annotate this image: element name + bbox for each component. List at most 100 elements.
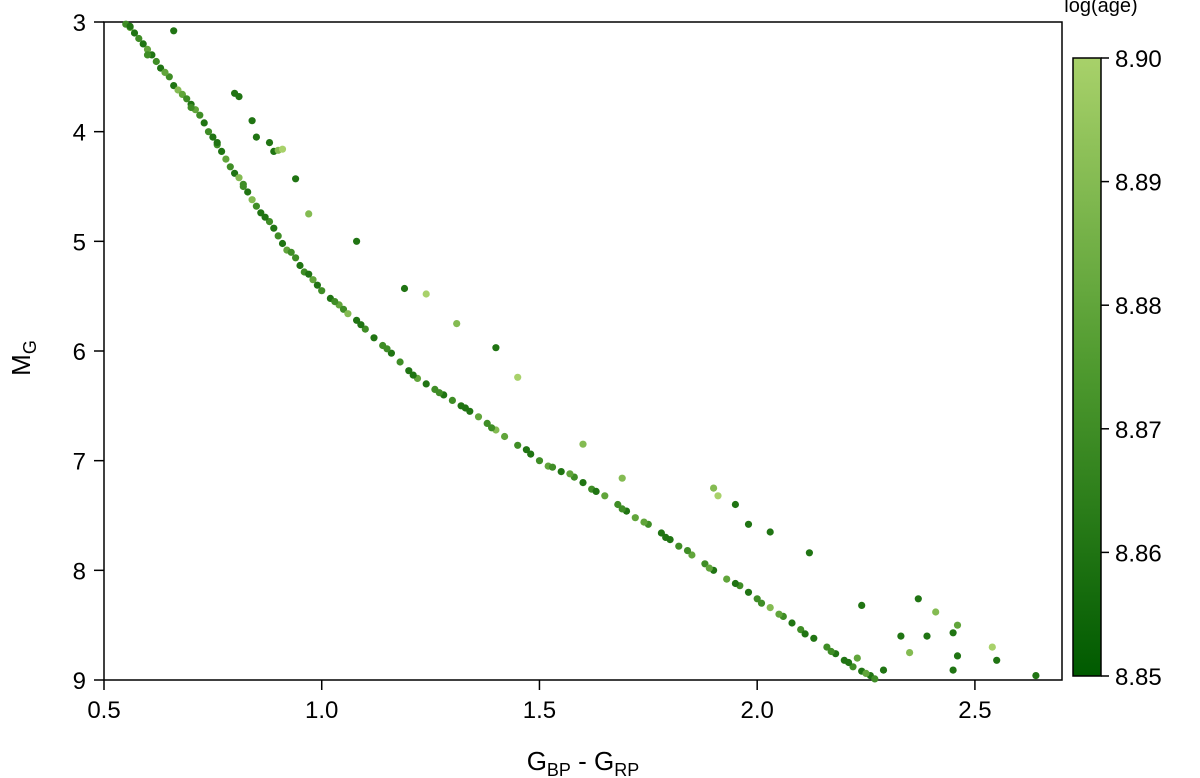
scatter-point (527, 450, 535, 458)
scatter-point (535, 457, 544, 465)
scatter-point (213, 139, 221, 147)
scatter-point (522, 446, 531, 454)
scatter-point (858, 601, 866, 610)
scatter-point (278, 145, 287, 153)
scatter-point (248, 196, 256, 204)
scatter-point (143, 45, 152, 54)
scatter-point (178, 90, 186, 98)
scatter-point (400, 284, 409, 293)
scatter-point (305, 270, 313, 278)
scatter-point (801, 630, 809, 638)
scatter-point (130, 29, 139, 37)
scatter-point (474, 413, 483, 421)
colorbar (1072, 57, 1102, 677)
scatter-point (292, 254, 300, 262)
scatter-point (723, 575, 731, 583)
x-axis-label: GBP - GRP (527, 746, 640, 778)
scatter-point (757, 599, 766, 607)
scatter-point (292, 175, 300, 183)
scatter-point (683, 547, 692, 555)
scatter-point (932, 608, 940, 616)
scatter-point (879, 666, 888, 674)
scatter-point (257, 209, 265, 217)
x-tick-label: 2.5 (958, 697, 991, 724)
scatter-point (435, 389, 443, 397)
scatter-point (688, 551, 696, 559)
scatter-point (849, 663, 857, 671)
scatter-point (135, 34, 143, 43)
scatter-point (731, 500, 740, 509)
scatter-point (422, 290, 430, 298)
scatter-point (218, 147, 226, 155)
colorbar-tick-label: 8.90 (1115, 46, 1162, 73)
scatter-point (805, 549, 814, 557)
scatter-point (270, 224, 278, 232)
scatter-point (871, 675, 879, 683)
scatter-point (618, 474, 626, 482)
scatter-point (766, 604, 774, 612)
scatter-point (514, 441, 522, 449)
scatter-point (614, 500, 622, 509)
scatter-point (409, 371, 417, 379)
scatter-point (766, 528, 774, 536)
scatter-point (906, 649, 914, 657)
scatter-point (361, 325, 369, 333)
scatter-point (344, 310, 352, 318)
scatter-point (662, 533, 670, 542)
scatter-point (139, 40, 147, 48)
scatter-point (296, 261, 304, 270)
scatter-point (514, 373, 522, 381)
scatter-point (845, 658, 853, 667)
scatter-point (710, 484, 718, 492)
scatter-point (422, 380, 430, 388)
scatter-point (305, 210, 313, 218)
scatter-point (714, 492, 722, 500)
scatter-point (239, 182, 247, 191)
scatter-point (248, 117, 256, 125)
scatter-point (353, 316, 361, 324)
colorbar-tick-label: 8.86 (1115, 540, 1162, 567)
scatter-point (853, 654, 861, 662)
colorbar-ticks: 8.85 8.86 8.87 8.88 8.89 8.90 (1101, 46, 1162, 691)
scatter-point (331, 298, 339, 306)
scatter-point (823, 643, 831, 651)
y-tick-label: 7 (73, 449, 86, 476)
scatter-point (448, 396, 456, 404)
scatter-point (165, 73, 173, 81)
scatter-point (788, 619, 796, 627)
scatter-point (731, 579, 740, 588)
scatter-point (701, 560, 709, 568)
scatter-point (753, 595, 761, 603)
x-tick-label: 1.0 (305, 697, 338, 724)
x-axis-ticks: 0.5 1.0 1.5 2.0 2.5 (87, 680, 992, 724)
y-tick-label: 8 (73, 558, 86, 585)
scatter-point (174, 86, 182, 94)
scatter-point (222, 155, 230, 163)
scatter-point (827, 647, 835, 656)
scatter-point (357, 321, 365, 329)
colorbar-tick-label: 8.89 (1115, 170, 1162, 197)
scatter-point (657, 529, 666, 537)
y-tick-label: 4 (73, 120, 86, 147)
scatter-point (287, 248, 295, 256)
scatter-point (252, 133, 260, 141)
scatter-point (579, 479, 587, 487)
scatter-point (949, 666, 957, 674)
x-tick-label: 0.5 (87, 697, 120, 724)
scatter-point (353, 237, 361, 245)
scatter-point (313, 281, 321, 289)
scatter-point (601, 492, 609, 500)
scatter-point (797, 626, 805, 634)
scatter-point (461, 404, 469, 412)
x-tick-label: 1.5 (523, 697, 556, 724)
scatter-point (183, 95, 191, 103)
scatter-point (675, 542, 683, 550)
scatter-point (396, 358, 404, 366)
scatter-point (231, 169, 239, 177)
scatter-point (204, 128, 213, 136)
scatter-point (252, 202, 260, 210)
scatter-point (993, 656, 1001, 664)
scatter-point (705, 564, 713, 572)
scatter-point (953, 652, 962, 660)
